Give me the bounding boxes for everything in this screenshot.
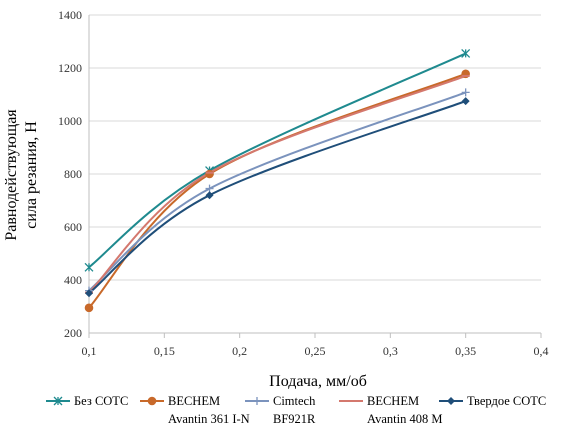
grid — [89, 14, 541, 334]
legend-swatch-marker — [447, 397, 455, 405]
legend-entry: Без СОТС — [46, 394, 128, 408]
series-markers — [84, 48, 471, 313]
x-tick-label: 0,4 — [534, 344, 549, 358]
data-point — [205, 169, 214, 179]
legend-swatch-marker — [53, 396, 63, 406]
y-tick-label: 600 — [64, 220, 82, 234]
data-point — [84, 262, 94, 272]
legend-label: Cimtech — [273, 394, 316, 408]
series-line — [88, 91, 467, 292]
data-point — [461, 88, 470, 97]
legend-label: BF921R — [273, 412, 316, 423]
y-axis-title-line: Равнодействующая — [3, 109, 20, 241]
legend-entry: BECHEM Avantin 361 I-N — [140, 394, 250, 423]
data-point — [84, 303, 94, 313]
y-tick-label: 800 — [64, 167, 82, 181]
tick-labels: 200 400 600 800 1000 1200 1400 0,1 0,15 0,2 0,25 0,… — [58, 8, 549, 358]
y-tick-label: 1000 — [58, 114, 82, 128]
x-axis-title: Подача, мм/об — [269, 373, 367, 390]
legend-label: Avantin 408 M — [367, 412, 442, 423]
data-point — [205, 191, 214, 200]
x-tick-label: 0,15 — [154, 344, 175, 358]
y-tick-label: 1400 — [58, 8, 82, 22]
legend: Без СОТС BECHEM Avantin 361 I-N Cimtech BF92… — [46, 394, 546, 423]
axes — [88, 15, 542, 338]
data-point — [85, 289, 93, 298]
legend-swatch-marker — [147, 396, 157, 406]
x-tick-label: 0,25 — [305, 344, 326, 358]
series-lines — [88, 52, 467, 309]
legend-entry: BECHEM Avantin 408 M — [339, 394, 442, 423]
data-point — [461, 97, 470, 106]
legend-swatch-marker — [253, 397, 261, 405]
data-point — [461, 48, 471, 58]
legend-entry: Cimtech BF921R — [245, 394, 316, 423]
legend-label: Без СОТС — [74, 394, 128, 408]
y-axis-title: Равнодействующая сила резания, Н — [3, 109, 40, 241]
series-line — [88, 52, 467, 269]
series-line — [88, 75, 467, 294]
legend-label: Твердое СОТС — [467, 394, 546, 408]
x-tick-label: 0,3 — [383, 344, 398, 358]
legend-label: BECHEM — [367, 394, 419, 408]
y-tick-label: 400 — [64, 273, 82, 287]
x-tick-label: 0,1 — [82, 344, 97, 358]
x-tick-label: 0,2 — [232, 344, 247, 358]
legend-label: Avantin 361 I-N — [168, 412, 250, 423]
series-line — [88, 72, 467, 309]
y-axis-title-line: сила резания, Н — [23, 121, 40, 229]
legend-label: BECHEM — [168, 394, 220, 408]
y-tick-label: 1200 — [58, 61, 82, 75]
series-line — [88, 100, 467, 295]
x-tick-label: 0,35 — [455, 344, 476, 358]
y-tick-label: 200 — [64, 326, 82, 340]
legend-entry: Твердое СОТС — [439, 394, 546, 408]
